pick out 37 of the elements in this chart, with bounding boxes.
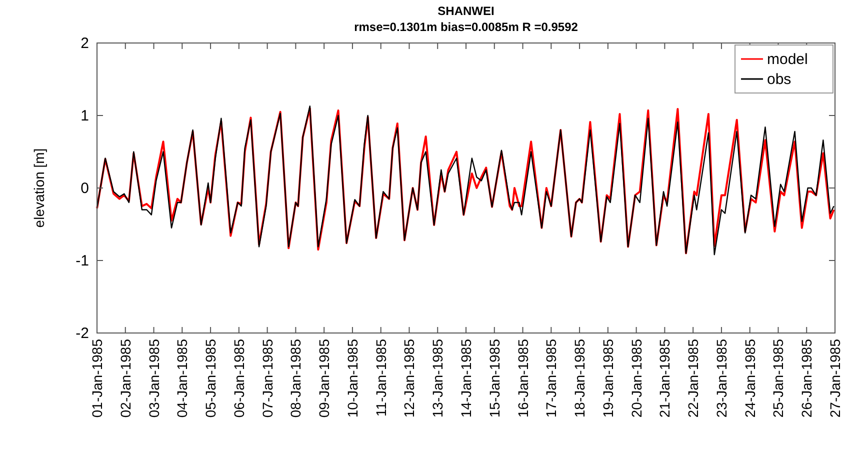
x-tick-label: 22-Jan-1985	[685, 338, 702, 418]
x-tick-label: 03-Jan-1985	[146, 338, 162, 418]
x-tick-label: 24-Jan-1985	[742, 338, 758, 418]
x-tick-label: 26-Jan-1985	[798, 338, 815, 418]
x-tick-label: 12-Jan-1985	[401, 338, 418, 418]
x-tick-label: 01-Jan-1985	[89, 338, 105, 418]
x-tick-label: 23-Jan-1985	[713, 338, 730, 418]
x-tick-label: 08-Jan-1985	[288, 338, 304, 418]
x-tick-label: 21-Jan-1985	[656, 338, 673, 418]
x-tick-label: 10-Jan-1985	[344, 338, 360, 418]
x-tick-label: 27-Jan-1985	[827, 338, 843, 418]
x-tick-label: 17-Jan-1985	[543, 338, 560, 418]
x-tick-label: 02-Jan-1985	[117, 338, 134, 418]
x-tick-label: 20-Jan-1985	[628, 338, 644, 418]
x-tick-label: 06-Jan-1985	[230, 338, 247, 418]
x-tick-label: 11-Jan-1985	[372, 338, 389, 417]
chart-subtitle: rmse=0.1301m bias=0.0085m R =0.9592	[354, 20, 578, 34]
legend-label: obs	[767, 71, 792, 88]
x-tick-label: 16-Jan-1985	[514, 338, 531, 418]
x-tick-label: 05-Jan-1985	[202, 338, 219, 418]
x-tick-label: 04-Jan-1985	[174, 338, 190, 418]
chart-title: SHANWEI	[438, 4, 494, 18]
x-tick-label: 13-Jan-1985	[430, 338, 446, 418]
x-tick-label: 09-Jan-1985	[316, 338, 332, 418]
y-axis-title: elevation [m]	[31, 148, 47, 228]
x-tick-label: 07-Jan-1985	[259, 338, 276, 418]
x-tick-label: 14-Jan-1985	[458, 338, 474, 418]
x-tick-label: 15-Jan-1985	[486, 338, 502, 418]
y-tick-label: 2	[80, 35, 89, 52]
y-tick-label: 1	[80, 108, 89, 124]
x-tick-label: 19-Jan-1985	[600, 338, 616, 418]
x-tick-label: 18-Jan-1985	[572, 338, 588, 418]
y-tick-label: -2	[76, 325, 89, 342]
x-tick-label: 25-Jan-1985	[770, 338, 786, 418]
y-tick-label: 0	[80, 180, 89, 197]
legend-label: model	[767, 51, 808, 68]
y-tick-label: -1	[76, 252, 89, 270]
